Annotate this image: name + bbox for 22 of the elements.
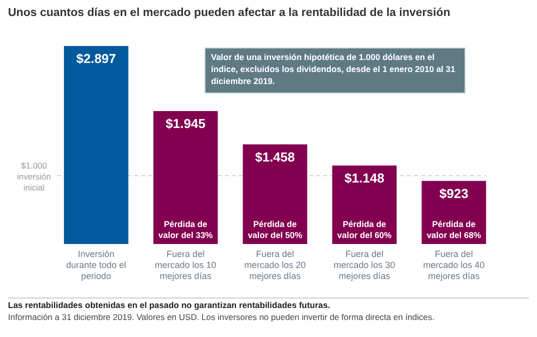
annotation: Pérdida de valor del 50% [248, 219, 303, 240]
x-tick-label: Fuera del mercado los 20 mejores días [244, 249, 306, 281]
annotation: Valor de una inversión hipotética de 1.000 dólares en el índice, excluidos los dividendos, desde el 1 enero 2010 al 31 diciembre 2019. [211, 52, 456, 86]
data-label: $2.897 [76, 51, 116, 66]
annotation: Pérdida de valor del 33% [158, 219, 214, 240]
x-tick-label: Fuera del mercado los 10 mejores días [154, 249, 216, 281]
data-label: $1.458 [255, 149, 295, 164]
x-tick-label: Fuera del mercado los 30 mejores días [334, 249, 396, 281]
bar [242, 144, 308, 244]
annotation: Pérdida de valor del 60% [337, 219, 392, 240]
text: Información a 31 diciembre 2019. Valores en USD. Los inversores no pueden invertir de forma directa en índices. [8, 312, 434, 322]
data-label: $1.945 [166, 116, 206, 132]
data-label: $923 [439, 186, 468, 201]
chart-title: Unos cuantos días en el mercado pueden afectar a la rentabilidad de la inversión [8, 7, 450, 19]
ref-line-label: $1.000 inversión inicial [16, 160, 52, 193]
annotation: Pérdida de valor del 68% [426, 219, 482, 240]
bar [64, 46, 128, 244]
data-label: $1.148 [344, 170, 384, 186]
x-tick-label: Fuera del mercado los 40 mejores días [423, 249, 485, 281]
x-tick-label: Inversión durante todo el periodo [66, 249, 126, 281]
text: Las rentabilidades obtenidas en el pasado no garantizan rentabilidades futuras. [8, 300, 330, 310]
bar [153, 111, 218, 244]
